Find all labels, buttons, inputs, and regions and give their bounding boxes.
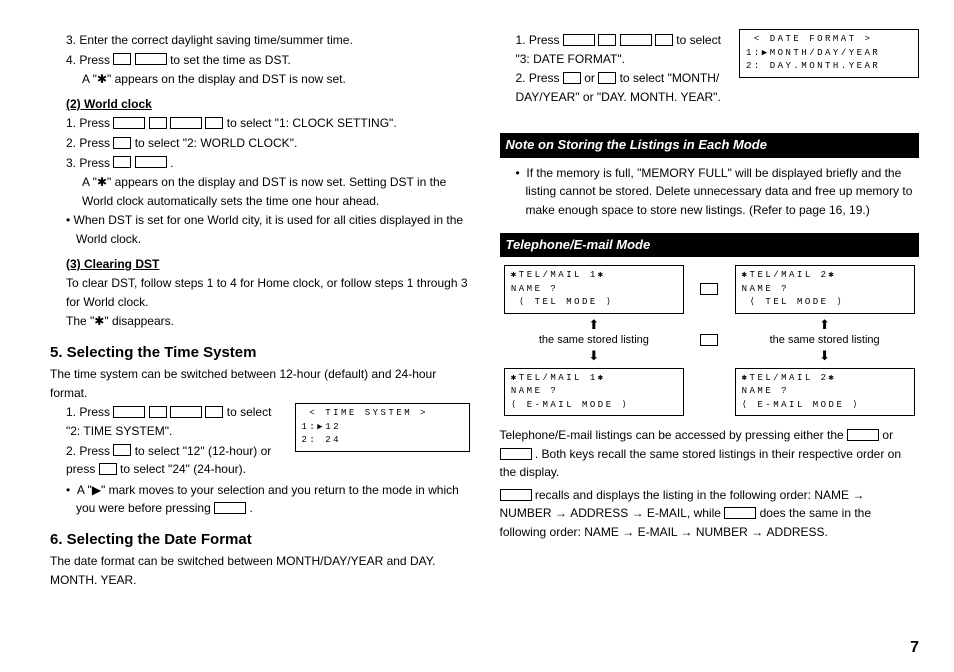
page-number: 7 xyxy=(910,639,919,657)
w-step-1: 1. Press to select "1: CLOCK SETTING". xyxy=(50,114,470,133)
email2-lcd: ✱TEL/MAIL 2✱ NAME ? ⟨ E-MAIL MODE ⟩ xyxy=(735,368,915,417)
same-listing-label: the same stored listing xyxy=(770,332,880,349)
down-arrow-icon: ⬇ xyxy=(770,349,880,363)
key-icon xyxy=(113,53,131,65)
tel1-lcd: ✱TEL/MAIL 1✱ NAME ? ⟨ TEL MODE ⟩ xyxy=(504,265,684,314)
world-clock-heading: (2) World clock xyxy=(50,95,470,114)
dst-icon: ✱ xyxy=(97,175,107,189)
w-step-3: 3. Press . xyxy=(50,154,470,173)
step-3: 3. Enter the correct daylight saving tim… xyxy=(50,31,470,50)
tel-p1: Telephone/E-mail listings can be accesse… xyxy=(500,426,920,482)
w-step-2: 2. Press to select "2: WORLD CLOCK". xyxy=(50,134,470,153)
right-arrow-icon: → xyxy=(852,488,864,502)
step-4a: Press xyxy=(79,53,110,67)
note-bullet: • If the memory is full, "MEMORY FULL" w… xyxy=(500,164,920,220)
key-icon xyxy=(214,502,246,514)
key-icon xyxy=(724,507,756,519)
arrow-col2: ⬆ the same stored listing ⬇ xyxy=(770,318,880,364)
clearing-dst-heading: (3) Clearing DST xyxy=(50,255,470,274)
triangle-icon: ▶ xyxy=(92,483,101,497)
key-icon xyxy=(500,448,532,460)
key-icon xyxy=(170,117,202,129)
right-arrow-icon: → xyxy=(632,506,647,520)
key-icon xyxy=(113,117,145,129)
key-icon xyxy=(113,137,131,149)
key-icon xyxy=(700,283,718,295)
mid-key2 xyxy=(700,331,718,350)
time-intro: The time system can be switched between … xyxy=(50,365,470,402)
step-4b: to set the time as DST. xyxy=(170,53,291,67)
right-arrow-icon: → xyxy=(555,506,570,520)
arrow-col1: ⬆ the same stored listing ⬇ xyxy=(539,318,649,364)
key-icon xyxy=(149,406,167,418)
down-arrow-icon: ⬇ xyxy=(539,349,649,363)
step-4: 4. Press to set the time as DST. xyxy=(50,51,470,70)
mid-key xyxy=(700,280,718,299)
t-bullet: • A "▶" mark moves to your selection and… xyxy=(50,481,470,518)
key-icon xyxy=(135,156,167,168)
key-icon xyxy=(598,34,616,46)
date-format-heading: 6. Selecting the Date Format xyxy=(50,528,470,551)
dst-icon: ✱ xyxy=(97,72,107,86)
same-listing-label: the same stored listing xyxy=(539,332,649,349)
step-3-text: Enter the correct daylight saving time/s… xyxy=(79,33,352,47)
key-icon xyxy=(655,34,673,46)
right-arrow-icon: → xyxy=(751,525,766,539)
dst-icon: ✱ xyxy=(94,314,104,328)
right-arrow-icon: → xyxy=(622,525,637,539)
key-icon xyxy=(700,334,718,346)
tel-p2: recalls and displays the listing in the … xyxy=(500,486,920,542)
key-icon xyxy=(205,406,223,418)
key-icon xyxy=(598,72,616,84)
key-icon xyxy=(149,117,167,129)
key-icon xyxy=(113,406,145,418)
up-arrow-icon: ⬆ xyxy=(770,318,880,332)
email1-lcd: ✱TEL/MAIL 1✱ NAME ? ⟨ E-MAIL MODE ⟩ xyxy=(504,368,684,417)
key-icon xyxy=(500,489,532,501)
tel-email-heading: Telephone/E-mail Mode xyxy=(500,233,920,257)
key-icon xyxy=(563,34,595,46)
key-icon xyxy=(847,429,879,441)
date-format-lcd: < DATE FORMAT > 1:▶MONTH/DAY/YEAR 2: DAY… xyxy=(739,29,919,78)
key-icon xyxy=(620,34,652,46)
key-icon xyxy=(205,117,223,129)
tel2-lcd: ✱TEL/MAIL 2✱ NAME ? ⟨ TEL MODE ⟩ xyxy=(735,265,915,314)
right-column: < DATE FORMAT > 1:▶MONTH/DAY/YEAR 2: DAY… xyxy=(500,30,920,590)
key-icon xyxy=(99,463,117,475)
clear-disp: The "✱" disappears. xyxy=(50,312,470,331)
key-icon xyxy=(113,444,131,456)
date-intro: The date format can be switched between … xyxy=(50,552,470,589)
time-system-heading: 5. Selecting the Time System xyxy=(50,341,470,364)
note-storing-heading: Note on Storing the Listings in Each Mod… xyxy=(500,133,920,157)
right-arrow-icon: → xyxy=(680,525,695,539)
key-icon xyxy=(135,53,167,65)
step-4-note: A "✱" appears on the display and DST is … xyxy=(50,70,470,89)
w-bullet: When DST is set for one World city, it i… xyxy=(50,211,470,248)
two-column-layout: 3. Enter the correct daylight saving tim… xyxy=(50,30,919,590)
w-note: A "✱" appears on the display and DST is … xyxy=(50,173,470,210)
tel-mode-diagram: ✱TEL/MAIL 1✱ NAME ? ⟨ TEL MODE ⟩ ✱TEL/MA… xyxy=(500,265,920,416)
up-arrow-icon: ⬆ xyxy=(539,318,649,332)
key-icon xyxy=(170,406,202,418)
time-system-lcd: < TIME SYSTEM > 1:▶12 2: 24 xyxy=(295,403,470,452)
left-column: 3. Enter the correct daylight saving tim… xyxy=(50,30,470,590)
key-icon xyxy=(113,156,131,168)
key-icon xyxy=(563,72,581,84)
clear-text: To clear DST, follow steps 1 to 4 for Ho… xyxy=(50,274,470,311)
